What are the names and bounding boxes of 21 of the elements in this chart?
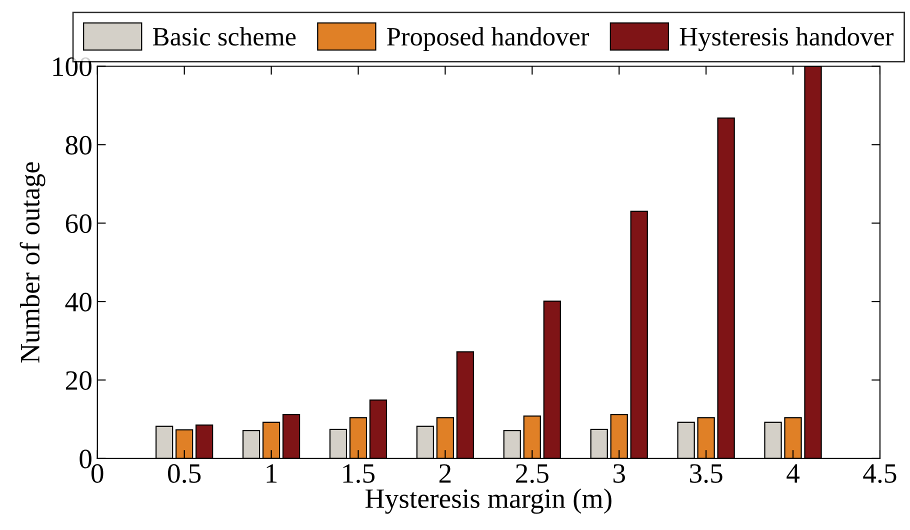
y-tick-label: 60 xyxy=(66,214,92,234)
x-tick-label: 0.5 xyxy=(168,464,201,483)
y-tick-label: 80 xyxy=(66,136,92,155)
x-axis-title: Hysteresis margin (m) xyxy=(366,488,612,514)
legend-label: Hysteresis handover xyxy=(680,27,894,52)
legend-label: Proposed handover xyxy=(387,27,590,52)
x-tick-label: 2.5 xyxy=(516,464,548,483)
x-tick-label: 1 xyxy=(266,464,277,483)
x-tick-label: 2 xyxy=(439,464,451,483)
x-tick-label: 3 xyxy=(613,464,625,483)
legend-label: Basic scheme xyxy=(152,27,296,46)
y-tick-label: 0 xyxy=(80,450,92,468)
x-tick-label: 3.5 xyxy=(690,464,722,483)
y-tick-label: 100 xyxy=(53,57,92,76)
x-tick-label: 4 xyxy=(786,464,800,483)
x-tick-label: 1.5 xyxy=(343,464,375,483)
y-axis-title: Number of outage xyxy=(20,162,46,363)
x-tick-label: 0 xyxy=(91,464,104,483)
x-tick-label: 4.5 xyxy=(863,464,896,483)
y-tick-label: 20 xyxy=(66,371,92,390)
y-tick-label: 40 xyxy=(65,292,92,312)
